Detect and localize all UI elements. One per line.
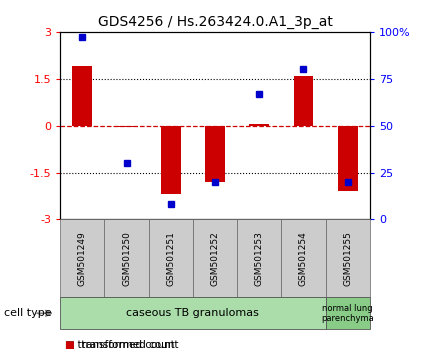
Bar (72, 66, 92, 126)
Text: caseous TB granulomas: caseous TB granulomas (126, 308, 259, 318)
Bar (281, 219, 326, 297)
Bar (326, 297, 370, 329)
Text: GSM501250: GSM501250 (122, 231, 131, 286)
Text: ■  transformed count: ■ transformed count (64, 340, 178, 350)
Bar (294, 76, 313, 126)
Text: GSM501253: GSM501253 (255, 231, 264, 286)
Bar (237, 219, 281, 297)
Bar (104, 219, 149, 297)
Text: cell type: cell type (4, 308, 52, 318)
Bar (249, 124, 269, 126)
Text: GSM501249: GSM501249 (78, 231, 87, 286)
Text: GSM501254: GSM501254 (299, 231, 308, 286)
Bar (338, 126, 358, 191)
Text: ■: ■ (64, 340, 74, 350)
Bar (117, 126, 136, 127)
Text: transformed count: transformed count (71, 340, 175, 350)
Bar (193, 219, 237, 297)
Text: normal lung
parenchyma: normal lung parenchyma (321, 304, 374, 323)
Text: GSM501252: GSM501252 (211, 231, 219, 286)
Bar (161, 126, 181, 194)
Bar (60, 219, 104, 297)
Title: GDS4256 / Hs.263424.0.A1_3p_at: GDS4256 / Hs.263424.0.A1_3p_at (98, 16, 332, 29)
Text: GSM501251: GSM501251 (166, 231, 175, 286)
Bar (60, 297, 326, 329)
Text: GSM501255: GSM501255 (343, 231, 352, 286)
Bar (326, 219, 370, 297)
Bar (149, 219, 193, 297)
Bar (205, 126, 225, 182)
